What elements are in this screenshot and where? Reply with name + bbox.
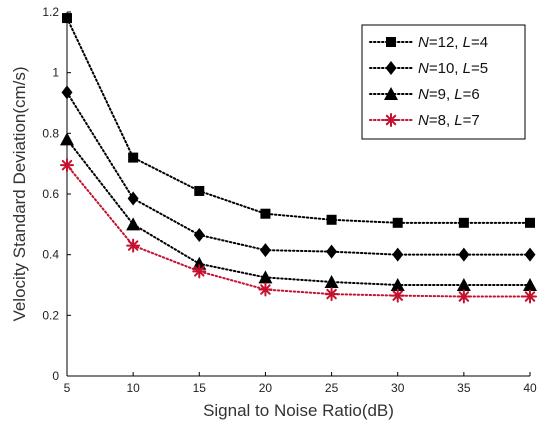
y-tick-label: 0.4 (42, 248, 59, 262)
data-point (127, 191, 139, 206)
data-point (60, 158, 74, 173)
data-point (458, 247, 470, 262)
series-triangle (60, 132, 537, 291)
x-tick-label: 40 (523, 381, 537, 395)
series-asterisk (60, 158, 537, 304)
data-point (258, 270, 273, 284)
data-point (390, 288, 405, 303)
series-layer (60, 13, 537, 304)
series-line (66, 164, 531, 298)
legend-marker (385, 61, 397, 75)
y-tick-label: 1.2 (42, 5, 59, 19)
legend-marker (386, 37, 396, 47)
data-point (523, 289, 537, 304)
data-point (324, 274, 339, 288)
data-point (128, 152, 139, 163)
data-point (60, 132, 74, 146)
series-line (66, 17, 531, 224)
legend-marker (384, 87, 398, 100)
data-point (524, 247, 536, 262)
y-tick-label: 0 (52, 369, 59, 383)
legend-item: N=8, L=7 (369, 112, 480, 129)
legend-label: N=9, L=6 (418, 86, 480, 103)
data-point (260, 208, 271, 219)
legend-label: N=12, L=4 (418, 34, 488, 51)
legend-item: N=12, L=4 (369, 34, 488, 51)
x-tick-label: 10 (126, 381, 140, 395)
x-tick-label: 5 (64, 381, 71, 395)
data-point (456, 278, 471, 291)
x-axis-title: Signal to Noise Ratio(dB) (203, 401, 394, 420)
data-point (126, 238, 141, 253)
legend-label: N=8, L=7 (418, 112, 480, 129)
x-tick-label: 25 (325, 381, 339, 395)
data-point (392, 247, 404, 262)
y-tick-label: 1 (52, 66, 59, 80)
data-point (390, 278, 405, 291)
data-point (61, 85, 73, 100)
data-point (326, 214, 337, 225)
series-square (62, 13, 535, 228)
data-point (392, 217, 403, 228)
series-line (66, 91, 531, 256)
x-tick-label: 30 (391, 381, 405, 395)
plot-area: 5 10 15 20 25 30 35 40 0 0.2 0.4 0.6 0.8 1 1.2 (42, 5, 537, 395)
legend-label: N=10, L=5 (418, 60, 488, 77)
y-tick-label: 0.8 (42, 126, 59, 140)
x-tick-label: 15 (193, 381, 207, 395)
data-point (458, 217, 469, 228)
legend-item: N=10, L=5 (369, 60, 488, 77)
data-point (62, 13, 72, 24)
legend-item: N=9, L=6 (369, 86, 480, 103)
y-axis-title: Velocity Standard Deviation(cm/s) (10, 66, 29, 321)
series-line (66, 138, 531, 286)
data-point (258, 282, 273, 297)
series-diamond (61, 85, 536, 262)
data-point (126, 217, 141, 231)
legend: N=12, L=4 N=10, L=5 N=9, L=6 N=8, L=7 (361, 24, 526, 140)
data-point (456, 289, 471, 304)
data-point (192, 264, 207, 279)
x-tick-label: 35 (457, 381, 471, 395)
y-tick-label: 0.2 (42, 308, 59, 322)
x-tick-label: 20 (259, 381, 273, 395)
data-point (324, 287, 339, 302)
data-point (525, 217, 535, 228)
data-point (523, 278, 537, 291)
data-point (259, 243, 271, 258)
y-tick-label: 0.6 (42, 187, 59, 201)
data-point (326, 244, 338, 259)
data-point (194, 185, 205, 196)
data-point (193, 227, 205, 242)
legend-marker (384, 113, 398, 127)
